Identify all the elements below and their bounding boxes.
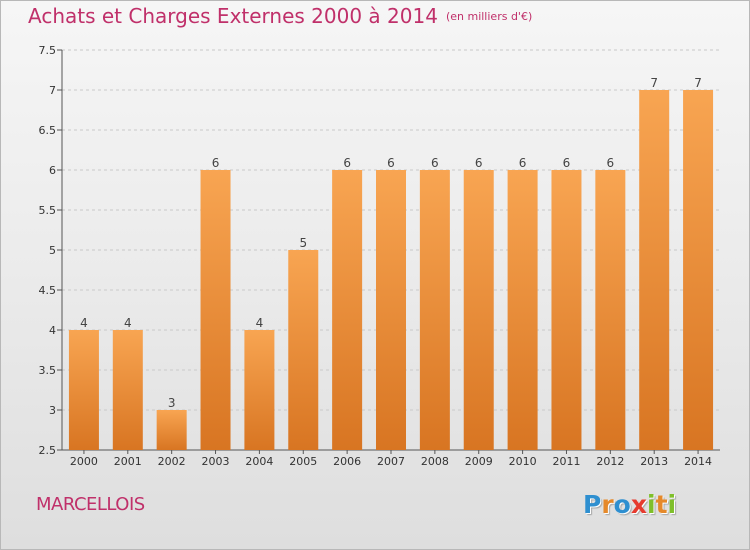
bar-value-label: 6 xyxy=(431,156,439,170)
bar xyxy=(376,170,406,450)
bar-value-label: 6 xyxy=(343,156,351,170)
y-tick-label: 5.5 xyxy=(39,204,57,217)
y-tick-label: 7.5 xyxy=(39,44,57,57)
y-tick-label: 6.5 xyxy=(39,124,57,137)
logo-letter: x xyxy=(630,490,647,519)
bar-value-label: 4 xyxy=(256,316,264,330)
x-tick-label: 2007 xyxy=(377,455,405,468)
bar-value-label: 3 xyxy=(168,396,176,410)
title-text: Achats et Charges Externes 2000 à 2014 xyxy=(28,4,438,28)
logo-letter: i xyxy=(667,490,677,519)
logo-letter: r xyxy=(601,490,614,519)
logo-letter: o xyxy=(613,490,631,519)
bar xyxy=(507,170,538,450)
y-tick-label: 7 xyxy=(49,84,56,97)
x-tick-label: 2001 xyxy=(114,455,142,468)
bar xyxy=(156,410,187,450)
logo-letter: i xyxy=(647,490,656,519)
x-tick-label: 2006 xyxy=(333,455,361,468)
title-unit: (en milliers d'€) xyxy=(445,10,533,23)
y-tick-label: 4.5 xyxy=(39,284,57,297)
x-tick-label: 2004 xyxy=(245,455,273,468)
commune-name: MARCELLOIS xyxy=(36,494,145,515)
bar-value-label: 7 xyxy=(694,76,702,90)
bar xyxy=(419,170,450,450)
x-tick-label: 2010 xyxy=(509,455,537,468)
bar xyxy=(551,170,582,450)
bar-value-label: 6 xyxy=(387,156,395,170)
x-tick-label: 2008 xyxy=(421,455,449,468)
bar-value-label: 6 xyxy=(607,156,615,170)
proxiti-logo: Proxiti xyxy=(583,490,676,519)
bar-value-label: 4 xyxy=(124,316,132,330)
x-tick-label: 2012 xyxy=(596,455,624,468)
x-tick-label: 2009 xyxy=(465,455,493,468)
bar xyxy=(639,90,670,450)
bar xyxy=(200,170,231,450)
logo-letter: t xyxy=(655,490,668,519)
bar-value-label: 6 xyxy=(475,156,483,170)
bar xyxy=(68,330,99,450)
y-tick-label: 3.5 xyxy=(39,364,57,377)
bar-value-label: 4 xyxy=(80,316,88,330)
bar xyxy=(244,330,275,450)
chart-title: Achats et Charges Externes 2000 à 2014 (e… xyxy=(28,4,532,28)
bar-value-label: 6 xyxy=(519,156,527,170)
bar-value-label: 7 xyxy=(650,76,658,90)
x-tick-label: 2014 xyxy=(684,455,712,468)
logo-letter: P xyxy=(583,490,602,519)
x-tick-label: 2011 xyxy=(552,455,580,468)
y-tick-label: 6 xyxy=(49,164,56,177)
y-tick-label: 2.5 xyxy=(39,444,57,457)
x-tick-label: 2005 xyxy=(289,455,317,468)
x-tick-label: 2000 xyxy=(70,455,98,468)
bar xyxy=(112,330,143,450)
bar xyxy=(288,250,319,450)
x-tick-label: 2013 xyxy=(640,455,668,468)
bar xyxy=(463,170,494,450)
bar xyxy=(595,170,626,450)
bar-value-label: 6 xyxy=(563,156,571,170)
bar-value-label: 6 xyxy=(212,156,220,170)
y-tick-label: 4 xyxy=(49,324,56,337)
bar-value-label: 5 xyxy=(299,236,307,250)
bar xyxy=(683,90,714,450)
y-tick-label: 3 xyxy=(49,404,56,417)
bar xyxy=(332,170,363,450)
y-tick-label: 5 xyxy=(49,244,56,257)
x-tick-label: 2002 xyxy=(158,455,186,468)
x-tick-label: 2003 xyxy=(202,455,230,468)
